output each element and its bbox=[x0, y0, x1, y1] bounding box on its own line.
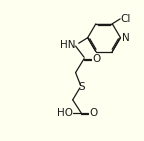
Text: Cl: Cl bbox=[121, 14, 131, 24]
Text: S: S bbox=[78, 81, 85, 92]
Text: O: O bbox=[92, 54, 101, 64]
Text: N: N bbox=[122, 33, 130, 43]
Text: O: O bbox=[89, 108, 98, 118]
Text: HN: HN bbox=[60, 40, 76, 50]
Text: HO: HO bbox=[57, 108, 73, 118]
